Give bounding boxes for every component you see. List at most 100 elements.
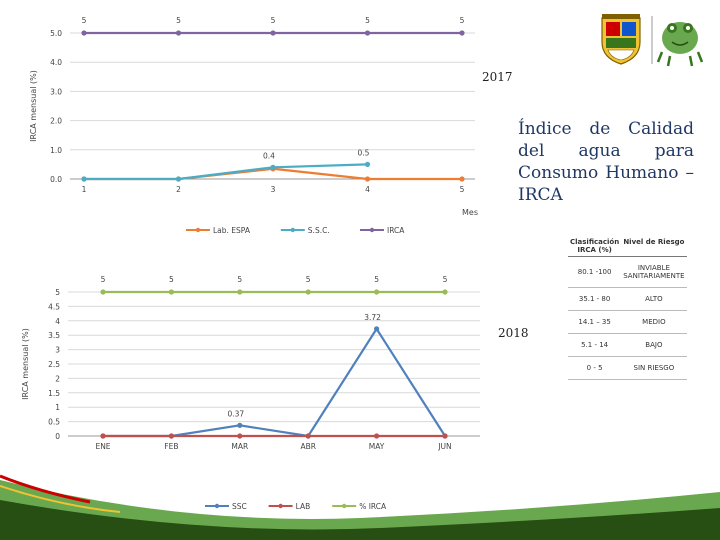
table-row: 14.1 – 35 MEDIO (568, 310, 687, 334)
legend-marker (290, 227, 295, 233)
legend-label: LAB (296, 502, 311, 511)
university-shield-icon (601, 14, 641, 65)
data-point (100, 289, 106, 295)
legend-marker (369, 227, 375, 233)
data-point (168, 433, 174, 439)
data-point (168, 289, 174, 295)
x-tick-label: 3 (271, 185, 276, 194)
data-point (364, 176, 371, 182)
data-point (270, 30, 276, 36)
data-point (81, 176, 87, 182)
data-point (237, 433, 243, 439)
y-tick-label: 2 (55, 374, 60, 383)
footer-wave-dark (0, 500, 720, 540)
data-label: 5 (169, 275, 174, 284)
y-tick-label: 5.0 (50, 29, 62, 38)
table-cell-level: SIN RIESGO (621, 356, 687, 380)
y-tick-label: 3 (55, 346, 60, 355)
legend-marker (278, 503, 283, 509)
footer-stripe-red (0, 474, 91, 504)
y-tick-label: 2.0 (50, 117, 62, 126)
y-tick-label: 1.5 (48, 389, 60, 398)
data-label: 5 (82, 16, 87, 25)
x-tick-label: 1 (82, 185, 87, 194)
x-tick-label: ENE (95, 442, 110, 451)
table-cell-level: MEDIO (621, 310, 687, 334)
table-cell-range: 5.1 - 14 (568, 333, 622, 357)
x-tick-label: MAY (369, 442, 385, 451)
data-point (374, 289, 380, 295)
series-line (84, 163, 368, 181)
page-title: Índice de Calidad del agua para Consumo … (518, 119, 694, 205)
table-row: 5.1 - 14 BAJO (568, 333, 687, 357)
data-point (442, 433, 448, 439)
y-tick-label: 0.5 (48, 418, 60, 427)
y-axis-label: IRCA mensual (%) (29, 70, 38, 142)
data-label: 5 (443, 275, 448, 284)
y-tick-label: 3.0 (50, 87, 62, 96)
data-label: 3.72 (364, 313, 381, 322)
legend-label: S.S.C. (308, 226, 330, 235)
x-tick-label: 5 (460, 185, 465, 194)
data-label: 0.5 (358, 148, 370, 157)
x-tick-label: FEB (164, 442, 178, 451)
data-point (270, 164, 276, 170)
data-point (364, 161, 371, 167)
data-point (305, 289, 311, 295)
data-label: 5 (237, 275, 242, 284)
chart-2017: 0.0 1.0 2.0 3.0 4.0 5.0 1 2 3 4 5 IRCA mensual (%) M… (29, 16, 478, 235)
decorative-footer (0, 474, 720, 540)
y-tick-label: 5 (55, 288, 60, 297)
x-tick-label: ABR (300, 442, 316, 451)
x-axis-label: Mes (462, 208, 478, 217)
data-point (374, 326, 380, 332)
table-row: 80.1 -100 INVIABLE SANITARIAMENTE (568, 256, 687, 288)
x-tick-label: JUN (437, 442, 451, 451)
data-point (81, 30, 87, 36)
data-point (237, 289, 243, 295)
x-tick-label: 4 (365, 185, 370, 194)
data-label: 5 (374, 275, 379, 284)
data-point (374, 433, 380, 439)
data-point (442, 289, 448, 295)
classification-table: Clasificación IRCA (%) Nivel de Riesgo 8… (568, 236, 687, 380)
logos (601, 14, 704, 67)
data-label: 0.4 (263, 151, 275, 160)
table-cell-range: 14.1 – 35 (568, 310, 622, 334)
data-point (364, 30, 371, 36)
table-cell-range: 80.1 -100 (568, 256, 622, 288)
data-point (100, 433, 106, 439)
series-line (103, 327, 446, 438)
year-label-2018: 2018 (498, 326, 529, 340)
data-label: 5 (460, 16, 465, 25)
y-tick-label: 0.0 (50, 175, 62, 184)
legend-label: % IRCA (359, 502, 387, 511)
legend-marker (214, 503, 220, 509)
legend-marker (195, 227, 201, 233)
y-tick-label: 3.5 (48, 331, 60, 340)
y-tick-label: 4.0 (50, 58, 62, 67)
table-cell-level: ALTO (621, 287, 687, 311)
data-label: 5 (176, 16, 181, 25)
legend-label: Lab. ESPA (213, 226, 251, 235)
data-point (459, 30, 465, 36)
table-row: 0 - 5 SIN RIESGO (568, 356, 687, 380)
y-tick-label: 0 (55, 432, 60, 441)
chart-2018: 0 0.5 1 1.5 2 2.5 3 3.5 4 4.5 5 ENE FEB MAR ABR MAY JUN I… (21, 275, 480, 511)
legend-label: SSC (232, 502, 247, 511)
table-cell-range: 0 - 5 (568, 356, 622, 380)
legend-marker (342, 503, 347, 509)
data-label: 5 (101, 275, 106, 284)
table-header-range: Clasificación IRCA (%) (568, 236, 622, 257)
data-label: 5 (271, 16, 276, 25)
frog-logo-icon (656, 22, 704, 67)
y-tick-label: 4 (55, 317, 60, 326)
year-label-2017: 2017 (482, 70, 513, 84)
x-tick-label: 2 (176, 185, 181, 194)
y-tick-label: 4.5 (48, 302, 60, 311)
data-label: 0.37 (227, 409, 244, 418)
data-point (175, 176, 182, 182)
table-row: 35.1 - 80 ALTO (568, 287, 687, 311)
y-tick-label: 2.5 (48, 360, 60, 369)
data-point (459, 176, 465, 182)
